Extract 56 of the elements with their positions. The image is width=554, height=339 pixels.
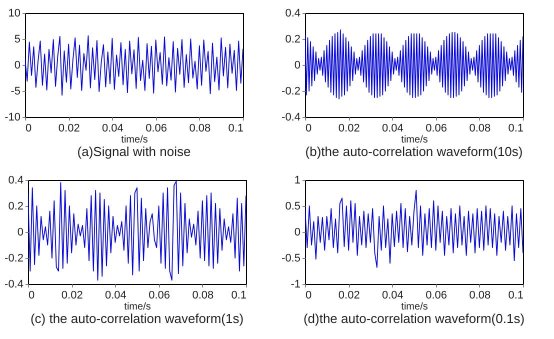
y-tick-label: 1 [294,174,300,186]
x-tick-label: 0.02 [58,122,80,134]
x-tick-label: 0.08 [469,122,491,134]
text: (c) the auto-correlation waveform(1s) [30,311,244,326]
x-tick-label: 0 [28,290,35,302]
x-axis-title: time/s [401,302,428,312]
x-tick-label: 0.02 [338,290,360,302]
y-tick-label: 10 [8,8,20,20]
y-tick-label: 0.4 [285,8,300,20]
text: (d)the auto-correlation waveform(0.1s) [303,311,525,326]
x-tick-label: 0.04 [102,122,124,134]
x-tick-label: 0.04 [382,122,404,134]
x-tick-label: 0.04 [382,290,404,302]
x-tick-label: 0.1 [508,290,524,302]
x-tick-label: 0.04 [104,290,126,302]
x-axis-title: time/s [121,134,148,146]
x-tick-label: 0.06 [146,122,168,134]
x-axis-title: time/s [401,134,428,146]
y-tick-label: 0.2 [8,200,24,212]
x-tick-label: 0.1 [231,290,246,302]
line-series [305,190,523,268]
x-tick-label: 0.06 [426,290,448,302]
y-tick-label: -0.2 [4,252,24,264]
y-tick-label: 5 [14,34,20,46]
line-series [305,29,523,100]
x-axis-title: time/s [124,302,151,312]
y-tick-label: -10 [4,112,20,124]
x-tick-label: 0.08 [189,122,211,134]
text: (a)Signal with noise [77,144,191,159]
x-tick-label: 0 [306,122,312,134]
y-tick-label: -5 [10,86,20,98]
x-tick-label: 0 [306,290,312,302]
y-tick-label: -0.2 [282,86,300,98]
text: (b)the auto-correlation waveform(10s) [305,144,523,159]
x-tick-label: 0.06 [148,290,170,302]
y-tick-label: 0.2 [285,34,300,46]
y-tick-label: 0 [294,226,300,238]
y-tick-label: -0.4 [4,278,24,290]
x-tick-label: 0.06 [426,122,448,134]
y-tick-label: 0 [14,60,20,72]
y-tick-label: -0.4 [282,112,300,124]
x-tick-label: 0.02 [338,122,360,134]
line-series [25,35,243,96]
x-tick-label: 0.08 [192,290,214,302]
y-tick-label: 0 [294,60,300,72]
x-tick-label: 0.08 [469,290,491,302]
y-tick-label: 0.4 [8,174,24,186]
x-tick-label: 0 [26,122,32,134]
line-series [28,180,246,281]
y-tick-label: -1 [290,278,300,290]
y-tick-label: -0.5 [282,252,300,264]
y-tick-label: 0.5 [285,200,300,212]
x-tick-label: 0.1 [228,122,244,134]
x-tick-label: 0.1 [508,122,524,134]
x-tick-label: 0.02 [61,290,83,302]
y-tick-label: 0 [17,226,24,238]
